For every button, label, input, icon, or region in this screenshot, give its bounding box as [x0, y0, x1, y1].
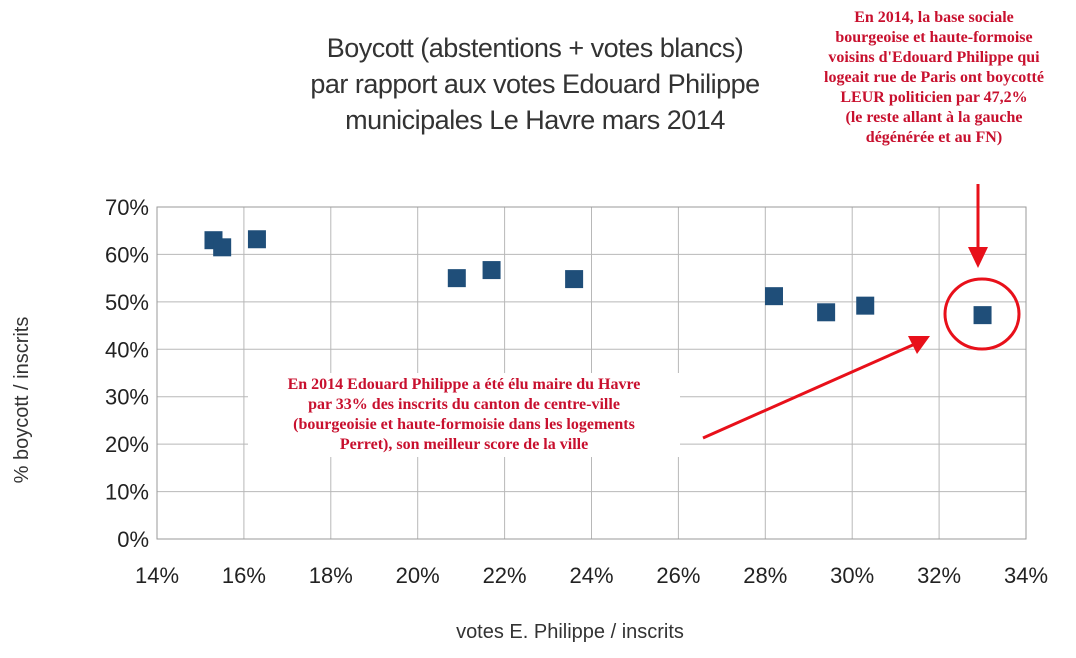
- y-tick-label: 70%: [105, 195, 149, 220]
- data-point: [856, 296, 875, 315]
- data-point-highlighted: [973, 306, 992, 325]
- chart-title: Boycott (abstentions + votes blancs) par…: [240, 30, 830, 138]
- annotation-line: par 33% des inscrits du canton de centre…: [308, 396, 620, 413]
- x-tick-label: 28%: [743, 563, 787, 588]
- x-tick-label: 26%: [656, 563, 700, 588]
- title-line-2: par rapport aux votes Edouard Philippe: [310, 69, 760, 99]
- annotation-top-right: En 2014, la base sociale bourgeoise et h…: [800, 8, 1068, 148]
- x-tick-label: 24%: [569, 563, 613, 588]
- annotation-line: (bourgeoisie et haute-formoisie dans les…: [293, 416, 635, 433]
- x-tick-label: 14%: [135, 563, 179, 588]
- annotation-line: dégénérée et au FN): [865, 129, 1003, 146]
- data-point: [565, 270, 584, 289]
- arrow-diagonal-line: [702, 342, 916, 440]
- annotation-line: Perret), son meilleur score de la ville: [339, 436, 589, 453]
- annotation-line: En 2014 Edouard Philippe a été élu maire…: [287, 376, 641, 393]
- annotation-line: bourgeoise et haute-formoise: [835, 29, 1033, 46]
- x-tick-label: 20%: [396, 563, 440, 588]
- arrow-diagonal-head: [908, 336, 930, 354]
- annotation-line: (le reste allant à la gauche: [845, 109, 1023, 126]
- annotation-line: logeait rue de Paris ont boycotté: [824, 69, 1044, 86]
- x-tick-label: 32%: [917, 563, 961, 588]
- y-tick-label: 50%: [105, 290, 149, 315]
- x-tick-label: 30%: [830, 563, 874, 588]
- annotation-middle: En 2014 Edouard Philippe a été élu maire…: [248, 373, 680, 457]
- x-tick-label: 16%: [222, 563, 266, 588]
- title-line-1: Boycott (abstentions + votes blancs): [326, 33, 744, 63]
- y-tick-label: 40%: [105, 337, 149, 362]
- y-tick-label: 10%: [105, 480, 149, 505]
- y-tick-label: 20%: [105, 432, 149, 457]
- y-tick-label: 0%: [117, 527, 149, 552]
- annotation-line: LEUR politicien par 47,2%: [840, 89, 1028, 106]
- data-point: [447, 269, 466, 288]
- x-tick-label: 22%: [483, 563, 527, 588]
- highlight-circle: [943, 277, 1021, 351]
- data-points: [204, 230, 992, 325]
- arrow-down-head: [968, 247, 988, 268]
- annotation-line: voisins d'Edouard Philippe qui: [828, 49, 1040, 66]
- data-point: [817, 303, 836, 322]
- data-point: [482, 261, 501, 280]
- plot-area-border: [156, 206, 1027, 540]
- x-tick-labels: 14% 16% 18% 20% 22% 24% 26% 28% 30% 32% 34%: [135, 563, 1048, 588]
- data-point: [213, 238, 232, 257]
- annotation-line: En 2014, la base sociale: [854, 9, 1014, 26]
- data-point: [247, 230, 266, 249]
- title-line-3: municipales Le Havre mars 2014: [345, 105, 725, 135]
- data-point: [764, 287, 783, 306]
- y-axis-label: % boycott / inscrits: [11, 317, 33, 484]
- x-axis-label: votes E. Philippe / inscrits: [456, 621, 684, 643]
- y-tick-label: 30%: [105, 385, 149, 410]
- x-tick-label: 34%: [1004, 563, 1048, 588]
- annotation-arrows: [702, 184, 1021, 440]
- x-tick-label: 18%: [309, 563, 353, 588]
- y-tick-labels: 0% 10% 20% 30% 40% 50% 60% 70%: [105, 195, 149, 552]
- y-tick-label: 60%: [105, 242, 149, 267]
